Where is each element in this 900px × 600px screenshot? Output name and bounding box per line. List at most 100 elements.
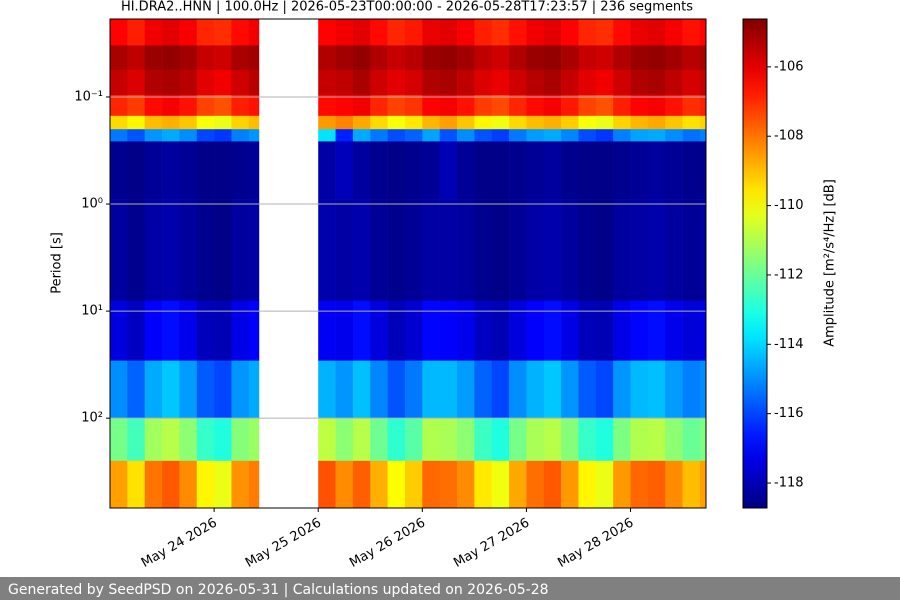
cell [162, 19, 180, 46]
cell [162, 418, 180, 462]
cell [422, 141, 440, 200]
cell [352, 418, 371, 462]
cell [352, 45, 371, 71]
cell [422, 70, 440, 96]
cell [387, 70, 406, 96]
cell [613, 300, 631, 361]
cell [196, 199, 215, 302]
cell [457, 115, 475, 130]
cell [248, 129, 260, 142]
cell [179, 300, 198, 361]
cell [404, 115, 423, 130]
cell [387, 19, 406, 46]
cell [474, 360, 493, 419]
cell [543, 95, 562, 117]
cell [144, 70, 163, 96]
cell [630, 45, 649, 71]
cell [231, 141, 250, 200]
cell [439, 129, 458, 142]
cell [127, 460, 146, 509]
cell [231, 300, 250, 361]
cell [144, 129, 163, 142]
cell [352, 360, 371, 419]
cell [179, 45, 198, 71]
cell [144, 418, 163, 462]
colorbar [742, 18, 768, 509]
cell [682, 129, 701, 142]
cell [318, 300, 336, 361]
cell [665, 141, 683, 200]
cell [196, 95, 215, 117]
cell [370, 418, 388, 462]
cell [491, 418, 510, 462]
cell [474, 70, 493, 96]
cell [352, 141, 371, 200]
cell [682, 460, 701, 509]
cell [647, 141, 666, 200]
cell [474, 199, 493, 302]
cell [665, 360, 683, 419]
cell [231, 460, 250, 509]
cell [665, 70, 683, 96]
cell [665, 19, 683, 46]
cell [214, 141, 232, 200]
cell [231, 129, 250, 142]
cell [144, 460, 163, 509]
cell [595, 199, 614, 302]
cell [162, 95, 180, 117]
cell [595, 45, 614, 71]
cell [595, 70, 614, 96]
cell [110, 300, 128, 361]
cell [214, 460, 232, 509]
cell [196, 418, 215, 462]
cell [144, 199, 163, 302]
cell [613, 19, 631, 46]
cell [110, 360, 128, 419]
cell [387, 300, 406, 361]
cell [162, 141, 180, 200]
cell [196, 460, 215, 509]
cell [509, 129, 527, 142]
cell [231, 19, 250, 46]
cell [352, 460, 371, 509]
cell [214, 300, 232, 361]
cell [387, 418, 406, 462]
cell [162, 460, 180, 509]
cell [144, 115, 163, 130]
y-tick-label: 10⁻¹ [74, 89, 103, 104]
cell [318, 115, 336, 130]
cell [422, 95, 440, 117]
cell [214, 45, 232, 71]
cell [439, 19, 458, 46]
footer-text: Generated by SeedPSD on 2026-05-31 | Cal… [8, 582, 549, 598]
cell [404, 300, 423, 361]
cell [439, 199, 458, 302]
cell [491, 70, 510, 96]
cell [196, 300, 215, 361]
cell [561, 115, 579, 130]
y-axis-label: Period [s] [50, 232, 65, 294]
cell [526, 95, 545, 117]
x-tick-label: May 24 2026 [139, 516, 220, 571]
cell [214, 418, 232, 462]
cell [457, 70, 475, 96]
cell [561, 45, 579, 71]
cell [231, 418, 250, 462]
cell [318, 45, 336, 71]
cell [647, 199, 666, 302]
cell [526, 300, 545, 361]
cell [248, 141, 260, 200]
cell [179, 115, 198, 130]
cell [699, 115, 707, 130]
x-tick-label: May 27 2026 [451, 516, 532, 571]
cell [561, 418, 579, 462]
cell [561, 360, 579, 419]
cell [404, 199, 423, 302]
cell [509, 460, 527, 509]
cell [682, 300, 701, 361]
cell [543, 141, 562, 200]
cell [196, 45, 215, 71]
cell [110, 19, 128, 46]
cell [179, 95, 198, 117]
cell [526, 141, 545, 200]
